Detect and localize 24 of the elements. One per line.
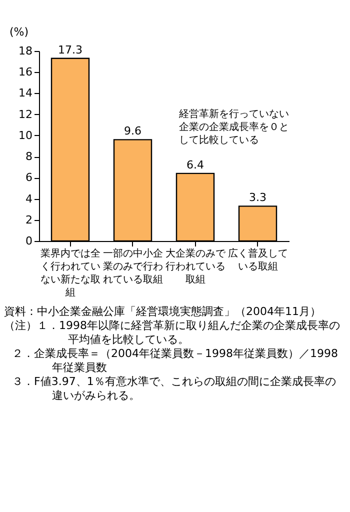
y-axis-title: (%) — [10, 26, 29, 38]
text: ３．F値3.97、1％有意水準で、これらの取組の間に企業成長率の違いがみられる。 — [11, 375, 337, 403]
data-label: 17.3 — [58, 43, 82, 56]
y-tick-label: 14 — [18, 86, 32, 100]
y-tick-label: 2 — [26, 213, 32, 226]
data-label: 9.6 — [124, 124, 142, 138]
x-tick-label: 広く普及している取組 — [228, 248, 288, 272]
y-tick-label: 8 — [26, 150, 32, 164]
y-tick-label: 0 — [26, 234, 32, 248]
x-tick-label: 一部の中小企業のみで行われている取組 — [102, 248, 163, 286]
y-tick-label: 16 — [18, 66, 32, 79]
y-tick-label: 18 — [18, 44, 32, 58]
data-label: 3.3 — [249, 191, 266, 204]
y-tick-label: 6 — [26, 171, 32, 184]
y-tick-label: 4 — [26, 192, 32, 206]
x-tick-label: 業界内では全く行われていない新たな取組 — [40, 248, 100, 298]
text: ２．企業成長率＝（2004年従業員数－1998年従業員数）／1998年従業員数 — [11, 347, 339, 375]
annotation: 経営革新を行っていない企業の企業成長率を０として比較している — [178, 108, 289, 146]
text: 資料：中小企業金融公庫「経営環境実態調査」（2004年11月） — [4, 305, 322, 319]
y-tick-label: 12 — [18, 108, 32, 121]
text: （注）１．1998年以降に経営革新に取り組んだ企業の企業成長率の平均値を比較している。 — [4, 319, 341, 347]
data-label: 6.4 — [186, 158, 204, 172]
x-tick-label: 大企業のみで行われている取組 — [165, 248, 226, 286]
y-tick-label: 10 — [18, 128, 32, 142]
